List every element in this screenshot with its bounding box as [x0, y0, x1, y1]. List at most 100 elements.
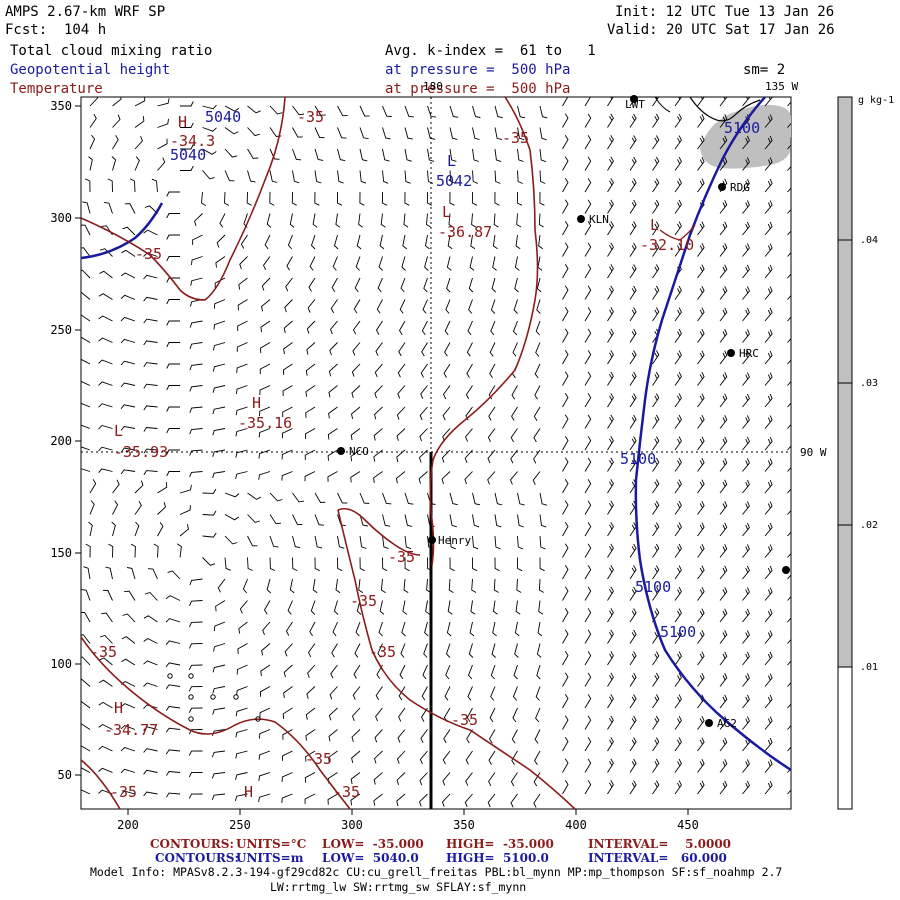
- wind-barb: [143, 362, 158, 367]
- wind-barb: [166, 385, 180, 391]
- wind-barb: [787, 460, 791, 472]
- wind-barb: [764, 608, 773, 623]
- wind-barb: [202, 170, 215, 180]
- wind-barb: [283, 342, 293, 355]
- wind-barb: [562, 285, 569, 300]
- wind-barb: [382, 127, 391, 140]
- wind-barb: [424, 256, 429, 271]
- wind-barb: [674, 135, 682, 150]
- wind-barb: [224, 105, 240, 112]
- wind-barb: [764, 264, 773, 279]
- wind-barb: [375, 320, 383, 335]
- x-tick-label: 450: [677, 818, 699, 832]
- wind-barb: [211, 750, 226, 758]
- wind-barb: [607, 543, 614, 558]
- wind-barb: [517, 105, 526, 119]
- wind-barb: [607, 97, 614, 107]
- wind-barb: [189, 320, 203, 328]
- wind-barb: [269, 492, 283, 502]
- wind-barb: [697, 436, 705, 451]
- wind-barb: [719, 587, 728, 601]
- wind-barb: [446, 621, 452, 637]
- temp-label: -35: [369, 643, 396, 661]
- wind-barb: [105, 566, 113, 580]
- wind-barb: [719, 329, 728, 343]
- wind-barb: [467, 320, 473, 336]
- wind-barb: [179, 523, 190, 537]
- wind-barb: [472, 492, 481, 506]
- wind-barb: [312, 578, 318, 594]
- wind-barb: [562, 715, 569, 730]
- wind-barb: [742, 673, 750, 687]
- wind-barb: [697, 587, 705, 601]
- wind-barb: [111, 156, 117, 171]
- wind-barb: [764, 372, 773, 386]
- wind-barb: [258, 449, 271, 459]
- wind-barb: [350, 471, 361, 483]
- wind-barb: [166, 213, 180, 219]
- wind-barb: [120, 725, 136, 730]
- station-dot-ag2: [705, 719, 713, 727]
- wind-barb: [493, 578, 499, 593]
- wind-barb: [584, 457, 592, 472]
- wind-barb: [292, 535, 301, 549]
- wind-barb: [443, 729, 451, 744]
- wind-barb: [607, 758, 614, 773]
- wind-barb: [562, 113, 569, 128]
- wind-barb: [607, 221, 614, 236]
- colorbar-tick: .03: [860, 378, 878, 389]
- colorbar-tick: .02: [860, 520, 878, 531]
- wind-barb: [584, 135, 592, 150]
- wind-barb: [472, 127, 480, 140]
- wind-barb: [144, 205, 158, 214]
- wind-barb: [224, 557, 231, 571]
- temp-label: -35: [451, 711, 478, 729]
- x-tick-label: 300: [341, 818, 363, 832]
- wind-barb: [351, 363, 361, 377]
- temp-contour-c: [337, 507, 421, 556]
- stations: [337, 95, 790, 727]
- wind-barb: [289, 578, 295, 594]
- station-label-henry: Henry: [438, 534, 471, 547]
- wind-barb: [488, 772, 496, 787]
- wind-barb: [380, 578, 386, 594]
- wind-barb: [329, 320, 338, 335]
- wind-barb: [120, 360, 136, 366]
- wind-barb: [143, 660, 158, 666]
- wind-barb: [490, 299, 496, 314]
- wind-barb: [282, 707, 293, 719]
- wind-barb: [764, 415, 773, 429]
- wind-barb: [143, 704, 158, 709]
- wind-barb: [719, 200, 728, 214]
- wind-barb: [584, 199, 592, 214]
- wind-barb: [247, 514, 261, 523]
- wind-barb: [488, 750, 496, 765]
- wind-barb: [190, 277, 203, 286]
- wind-barb: [607, 737, 614, 752]
- wind-barb: [562, 651, 569, 666]
- wind-barb: [490, 320, 496, 336]
- wind-barb: [189, 385, 203, 392]
- wind-barb: [742, 458, 750, 472]
- wind-barb: [470, 234, 476, 250]
- wind-barb: [180, 144, 194, 150]
- wind-barb: [719, 630, 728, 644]
- wind-barb: [697, 522, 705, 537]
- pressure-height-label: at pressure = 500 hPa: [385, 62, 571, 78]
- wind-barb: [534, 363, 541, 379]
- wind-barb: [449, 557, 455, 572]
- wind-barb: [165, 727, 181, 733]
- wind-barb: [122, 613, 136, 623]
- wind-barb: [719, 479, 728, 494]
- wind-barb: [81, 678, 91, 687]
- wind-barb: [188, 643, 203, 649]
- wind-barb: [584, 522, 592, 537]
- wind-barb: [629, 758, 637, 773]
- wind-barb: [143, 383, 158, 389]
- wind-barb: [697, 501, 705, 515]
- wind-barb: [332, 621, 338, 637]
- wind-barb: [126, 567, 136, 580]
- wind-barb: [674, 672, 682, 687]
- wind-barb: [719, 350, 728, 365]
- wind-barb: [373, 750, 383, 764]
